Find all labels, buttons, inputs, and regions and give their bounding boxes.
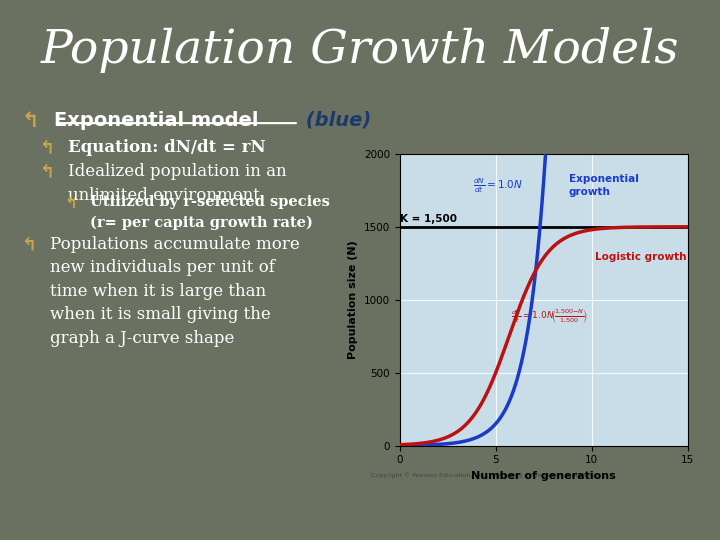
Text: Idealized population in an
unlimited environment: Idealized population in an unlimited env…: [68, 163, 287, 204]
Text: ↰: ↰: [40, 139, 55, 157]
X-axis label: Number of generations: Number of generations: [471, 471, 616, 481]
Text: Equation: dN/dt = rN: Equation: dN/dt = rN: [68, 139, 266, 156]
Text: ↰: ↰: [40, 163, 55, 181]
Text: Population Growth Models: Population Growth Models: [41, 27, 679, 73]
Text: ↰: ↰: [65, 195, 78, 211]
Text: Utilized by r-selected species
(r= per capita growth rate): Utilized by r-selected species (r= per c…: [90, 195, 330, 230]
Text: Copyright © Pearson Education, Inc., publishing as Benjamin Cummings: Copyright © Pearson Education, Inc., pub…: [371, 472, 598, 478]
Text: Exponential model: Exponential model: [54, 111, 258, 130]
Text: Exponential
growth: Exponential growth: [569, 174, 639, 197]
Text: K = 1,500: K = 1,500: [400, 214, 457, 225]
Text: $\frac{dN}{dt}$$=1.0N\!\left(\!\frac{1{,}500\!-\!N}{1{,}500}\!\right)$: $\frac{dN}{dt}$$=1.0N\!\left(\!\frac{1{,…: [511, 307, 588, 326]
Text: ↰: ↰: [22, 111, 39, 131]
Text: (blue): (blue): [299, 111, 371, 130]
Text: $\frac{dN}{dt}$$=1.0N$: $\frac{dN}{dt}$$=1.0N$: [472, 177, 523, 195]
Text: Populations accumulate more
new individuals per unit of
time when it is large th: Populations accumulate more new individu…: [50, 236, 300, 347]
Text: ↰: ↰: [22, 236, 37, 254]
Y-axis label: Population size (N): Population size (N): [348, 240, 358, 359]
Text: Logistic growth: Logistic growth: [595, 252, 687, 262]
